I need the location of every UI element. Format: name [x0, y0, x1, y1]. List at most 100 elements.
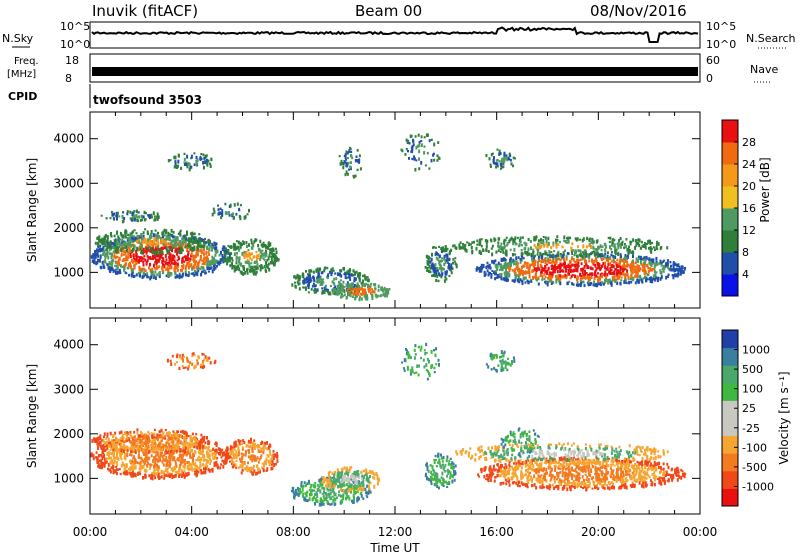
echo-cell [418, 140, 421, 144]
echo-cell [660, 271, 663, 274]
echo-cell [597, 245, 600, 249]
echo-cell [116, 468, 118, 471]
echo-cell [133, 260, 136, 263]
echo-cell [349, 273, 352, 277]
echo-cell [208, 267, 210, 270]
echo-cell [345, 162, 348, 166]
echo-cell [601, 264, 604, 268]
echo-cell [514, 253, 517, 256]
echo-cell [418, 143, 421, 148]
echo-cell [337, 273, 340, 277]
echo-cell [433, 158, 436, 162]
echo-cell [486, 269, 489, 273]
echo-cell [349, 147, 352, 151]
echo-cell [154, 445, 157, 449]
echo-cell [197, 455, 200, 459]
echo-cell [558, 266, 561, 270]
echo-cell [513, 260, 516, 263]
echo-cell [636, 270, 639, 274]
echo-cell [250, 246, 253, 250]
echo-cell [134, 467, 137, 470]
echo-cell [169, 242, 172, 245]
echo-cell [597, 278, 599, 283]
echo-cell [162, 243, 165, 246]
echo-cell [634, 261, 637, 265]
echo-cell [505, 252, 508, 256]
echo-cell [233, 252, 236, 257]
echo-cell [519, 240, 522, 244]
echo-cell [478, 238, 481, 242]
echo-cell [186, 464, 189, 468]
echo-cell [163, 246, 166, 250]
echo-cell [195, 469, 198, 473]
echo-cell [215, 259, 218, 264]
echo-cell [219, 207, 222, 210]
echo-cell [350, 283, 353, 288]
echo-cell [544, 266, 547, 269]
echo-cell [184, 449, 186, 454]
echo-cell [172, 230, 175, 234]
echo-cell [131, 234, 134, 238]
echo-cell [503, 271, 506, 275]
echo-cell [557, 243, 560, 246]
echo-cell [497, 241, 500, 245]
echo-cell [582, 281, 585, 284]
echo-cell [548, 253, 551, 256]
echo-cell [646, 278, 649, 281]
echo-cell [632, 238, 635, 242]
echo-cell [605, 278, 608, 283]
echo-cell [504, 155, 507, 158]
nsearch-tick-top: 10^5 [706, 20, 736, 33]
echo-cell [203, 470, 205, 474]
echo-cell [546, 270, 549, 275]
echo-cell [630, 277, 633, 281]
echo-cell [96, 442, 99, 446]
echo-cell [649, 279, 652, 284]
nsearch-tick-bottom: 10^0 [706, 38, 736, 51]
echo-cell [327, 273, 330, 278]
echo-cell [110, 458, 113, 462]
echo-cell [116, 456, 119, 459]
echo-cell [348, 274, 351, 278]
echo-cell [136, 255, 139, 258]
echo-cell [521, 244, 523, 247]
echo-cell [132, 450, 135, 453]
echo-cell [122, 253, 125, 256]
echo-cell [596, 283, 598, 288]
echo-cell [636, 272, 639, 277]
echo-cell [133, 264, 136, 269]
echo-cell [156, 433, 159, 438]
echo-cell [224, 247, 227, 251]
echo-cell [188, 241, 191, 244]
echo-cell [154, 251, 157, 254]
echo-cell [150, 444, 152, 447]
echo-cell [222, 464, 225, 469]
echo-cell [161, 471, 163, 475]
echo-cell [150, 239, 153, 242]
echo-cell [539, 253, 542, 257]
echo-cell [113, 458, 116, 462]
echo-cell [265, 249, 268, 254]
echo-cell [122, 449, 125, 454]
echo-cell [116, 266, 119, 271]
echo-cell [235, 255, 238, 260]
echo-cell [111, 461, 114, 465]
echo-cell [430, 263, 433, 268]
echo-cell [200, 265, 203, 269]
echo-cell [165, 245, 167, 250]
echo-cell [159, 435, 162, 439]
echo-cell [232, 242, 235, 247]
echo-cell [232, 245, 235, 249]
echo-cell [172, 451, 175, 455]
echo-cell [108, 242, 111, 246]
echo-cell [255, 270, 258, 274]
echo-cell [209, 245, 211, 248]
echo-cell [121, 249, 124, 252]
echo-cell [182, 471, 185, 475]
echo-cell [597, 266, 600, 270]
echo-cell [443, 279, 446, 283]
echo-cell [466, 241, 469, 244]
echo-cell [145, 241, 148, 245]
echo-cell [190, 154, 193, 159]
echo-cell [625, 282, 628, 285]
